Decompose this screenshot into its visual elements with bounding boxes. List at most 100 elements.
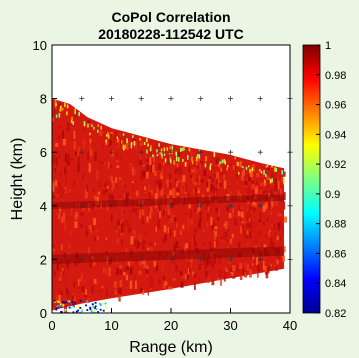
echo-cell: [185, 186, 187, 192]
ground-clutter-cell: [99, 302, 101, 305]
echo-cell: [192, 236, 194, 242]
echo-cell: [198, 158, 200, 163]
echo-top-cell: [146, 149, 148, 154]
grid-marker: [138, 203, 144, 209]
echo-cell: [190, 174, 193, 179]
ground-clutter-cell: [102, 309, 105, 312]
echo-cell: [87, 152, 90, 161]
echo-top-cell: [105, 141, 108, 145]
echo-cell: [216, 181, 218, 184]
echo-cell: [206, 211, 210, 220]
echo-cell: [167, 184, 169, 188]
y-tick-label: 2: [40, 252, 47, 267]
echo-cell: [87, 297, 90, 303]
echo-cell: [88, 225, 92, 230]
echo-top-cell: [224, 160, 226, 165]
echo-cell: [57, 126, 61, 129]
echo-cell: [59, 194, 63, 198]
echo-cell: [201, 160, 204, 165]
ground-clutter-cell: [75, 310, 78, 313]
echo-cell: [203, 169, 207, 176]
echo-cell: [203, 242, 206, 246]
echo-cell: [56, 157, 58, 166]
ground-clutter-cell: [56, 300, 59, 303]
echo-cell: [228, 257, 231, 264]
echo-cell: [193, 167, 197, 175]
echo-cell: [124, 136, 128, 143]
echo-cell: [254, 202, 257, 208]
echo-cell: [206, 186, 210, 192]
echo-cell: [212, 166, 215, 171]
echo-cell: [150, 245, 153, 253]
echo-cell: [248, 220, 252, 226]
grid-marker: [257, 96, 263, 102]
echo-cell: [120, 232, 123, 236]
echo-cell: [211, 223, 214, 231]
echo-cell: [175, 169, 177, 174]
echo-cell: [158, 164, 162, 170]
echo-top-cell: [245, 166, 248, 170]
echo-cell: [113, 281, 117, 288]
x-tick-label: 10: [104, 318, 118, 333]
echo-cell: [164, 234, 167, 241]
echo-cell: [145, 157, 149, 162]
echo-cell: [61, 219, 64, 222]
echo-cell: [226, 264, 229, 270]
echo-cell: [74, 261, 78, 267]
echo-top-cell: [158, 143, 160, 147]
echo-cell: [77, 147, 81, 153]
echo-cell: [232, 165, 235, 170]
echo-cell: [230, 191, 233, 194]
echo-cell: [104, 251, 108, 254]
echo-cell: [111, 194, 114, 204]
echo-cell: [73, 141, 76, 150]
echo-cell: [149, 242, 153, 246]
echo-cell: [172, 188, 176, 194]
echo-cell: [143, 260, 146, 268]
echo-cell: [199, 203, 201, 212]
echo-cell: [176, 178, 178, 187]
echo-cell: [177, 151, 181, 157]
echo-cell: [152, 155, 155, 163]
echo-cell: [136, 190, 139, 197]
echo-cell: [269, 229, 271, 233]
echo-cell: [102, 162, 106, 167]
echo-cell: [246, 223, 250, 228]
echo-cell: [77, 156, 80, 166]
echo-cell: [283, 216, 287, 223]
echo-cell: [248, 217, 251, 223]
ground-clutter-cell: [93, 305, 96, 308]
echo-cell: [154, 242, 156, 246]
echo-cell: [261, 171, 264, 178]
echo-cell: [170, 149, 173, 152]
grid-marker: [198, 203, 204, 209]
ground-clutter-cell: [74, 301, 77, 304]
echo-top-cell: [175, 151, 177, 155]
ground-clutter-cell: [55, 307, 58, 310]
colorbar-tick-label: 0.9: [325, 189, 340, 201]
echo-cell: [270, 188, 273, 196]
echo-cell: [98, 181, 101, 187]
echo-cell: [73, 111, 77, 118]
grid-marker: [198, 96, 204, 102]
echo-top-cell: [105, 139, 107, 144]
echo-cell: [154, 193, 158, 201]
echo-cell: [82, 124, 85, 133]
echo-cell: [175, 178, 179, 181]
echo-cell: [173, 214, 176, 218]
echo-top-cell: [150, 145, 152, 149]
echo-cell: [275, 258, 279, 264]
echo-cell: [146, 278, 151, 285]
echo-cell: [60, 244, 64, 251]
echo-cell: [59, 206, 62, 212]
echo-cell: [207, 206, 210, 213]
echo-cell: [161, 168, 164, 177]
echo-top-cell: [221, 159, 224, 164]
echo-cell: [170, 216, 174, 223]
echo-cell: [142, 241, 145, 251]
grid-marker: [257, 203, 263, 209]
echo-cell: [79, 212, 83, 217]
echo-cell: [129, 163, 132, 172]
echo-cell: [194, 247, 198, 250]
